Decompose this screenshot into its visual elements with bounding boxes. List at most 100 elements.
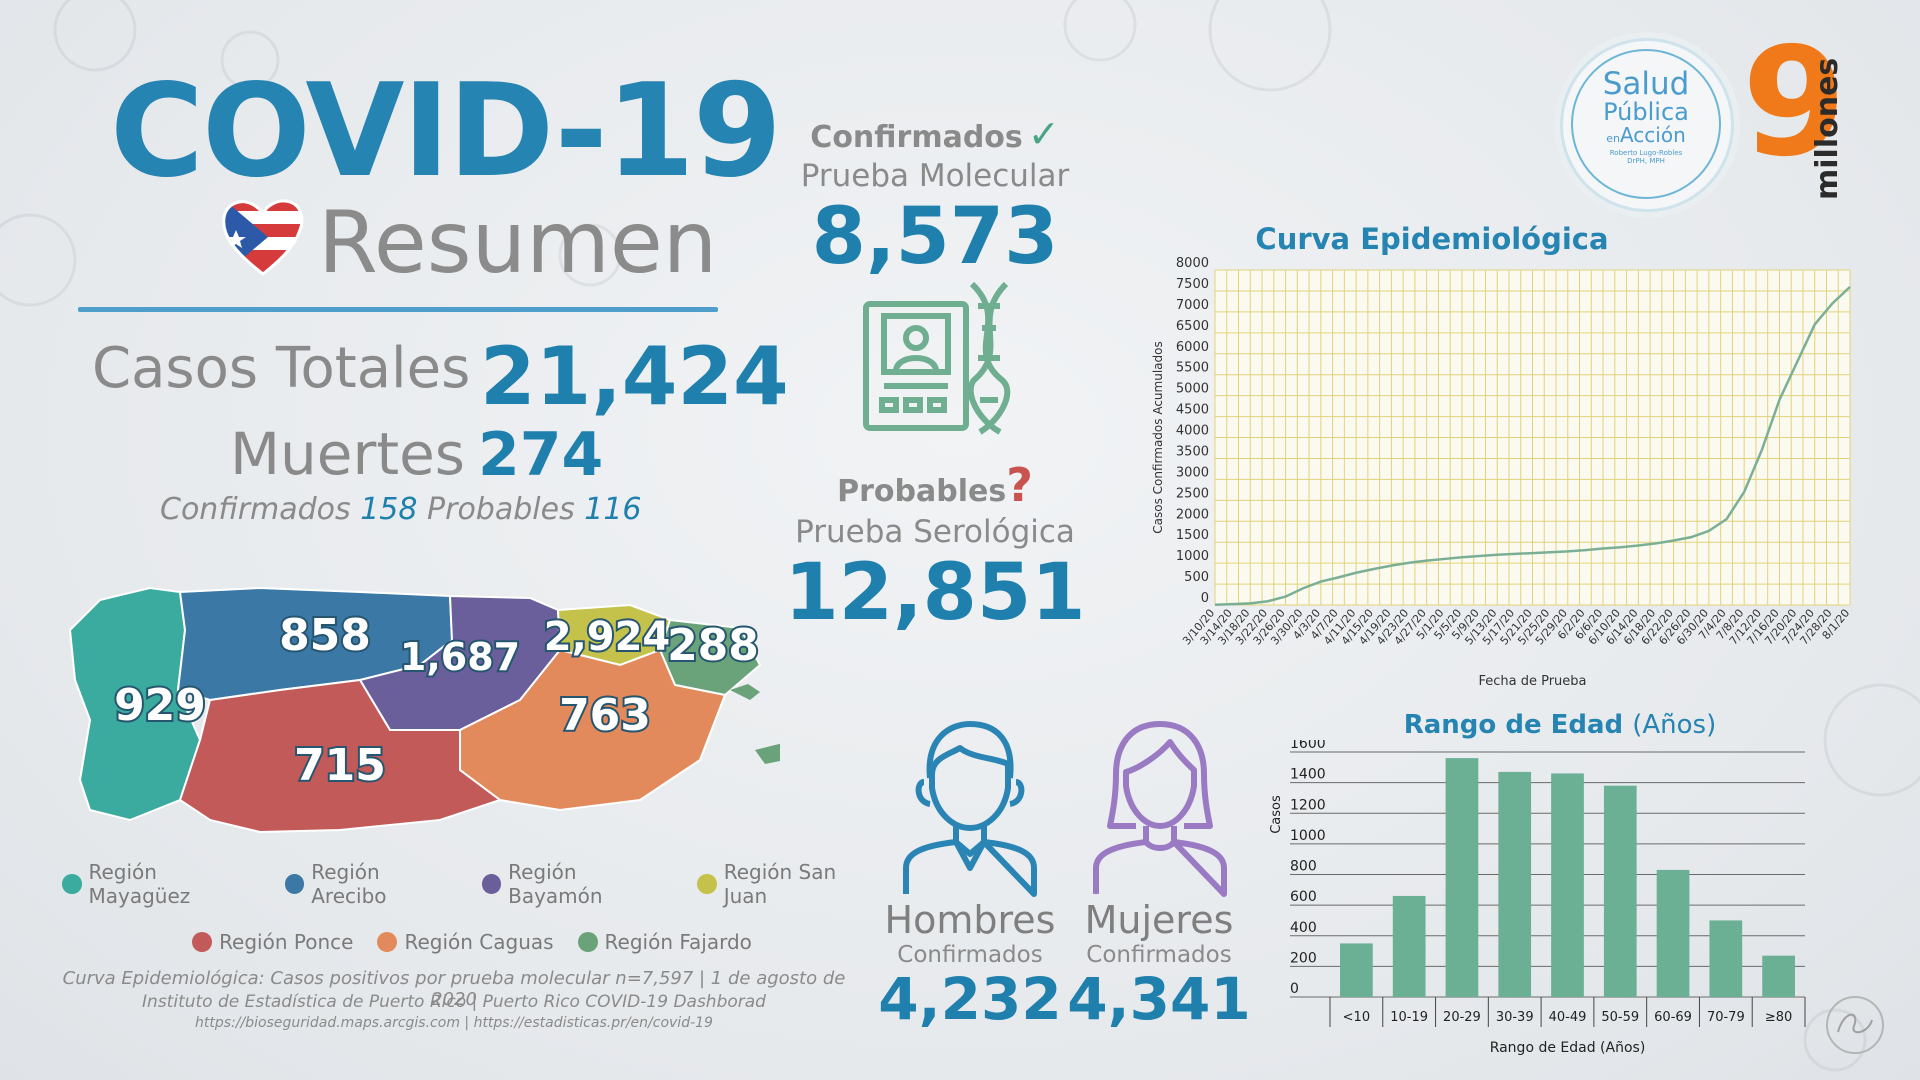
epi-y-tick: 4500 bbox=[1176, 403, 1209, 418]
map-island-culebra bbox=[730, 684, 760, 700]
age-x-tick: 60-69 bbox=[1654, 1010, 1692, 1025]
women-value: 4,341 bbox=[1067, 964, 1251, 1033]
age-y-tick: 1200 bbox=[1290, 797, 1326, 813]
deaths-label: Muertes bbox=[230, 420, 465, 488]
woman-icon bbox=[1093, 721, 1227, 897]
serological-heading: Probables bbox=[837, 474, 1007, 509]
legend-label: Región San Juan bbox=[723, 860, 837, 908]
map-region-ponce bbox=[178, 678, 503, 834]
molecular-test-block: Confirmados ✓ Prueba Molecular 8,573 bbox=[770, 112, 1100, 276]
age-bar bbox=[1551, 773, 1584, 997]
legend-label: Región Caguas bbox=[404, 930, 554, 954]
age-y-tick: 800 bbox=[1290, 859, 1317, 875]
epi-y-tick: 5500 bbox=[1176, 361, 1209, 376]
serological-test-label: Prueba Serológica bbox=[795, 514, 1075, 550]
legend-dot-fajardo bbox=[577, 932, 598, 952]
signature-icon bbox=[1826, 996, 1884, 1054]
age-x-tick: ≥80 bbox=[1765, 1010, 1792, 1025]
epi-curve-title: Curva Epidemiológica bbox=[1255, 222, 1609, 256]
age-x-label: Rango de Edad (Años) bbox=[1490, 1040, 1646, 1056]
age-x-tick: 50-59 bbox=[1601, 1010, 1639, 1025]
epi-y-tick: 6500 bbox=[1176, 319, 1209, 334]
epi-y-tick: 7000 bbox=[1176, 298, 1209, 313]
deaths-confirmed-label: Confirmados bbox=[160, 492, 351, 527]
epi-y-tick: 3500 bbox=[1176, 444, 1209, 459]
logo-en: en bbox=[1606, 132, 1620, 146]
age-chart-title-block: Rango de Edad (Años) bbox=[1290, 710, 1830, 740]
men-sub: Confirmados bbox=[897, 941, 1043, 968]
total-cases-value: 21,424 bbox=[480, 330, 789, 423]
age-chart-title: Rango de Edad bbox=[1403, 710, 1624, 740]
epi-y-tick: 1500 bbox=[1176, 528, 1209, 543]
millones-logo-text-wrapper: millones bbox=[1810, 57, 1850, 200]
map-legend: Región Mayagüez Región Arecibo Región Ba… bbox=[62, 860, 882, 976]
men-value: 4,232 bbox=[878, 964, 1062, 1033]
map-value-mayaguez: 929 bbox=[114, 680, 206, 731]
legend-dot-arecibo bbox=[284, 874, 305, 894]
molecular-value: 8,573 bbox=[811, 192, 1059, 282]
age-bar bbox=[1656, 869, 1690, 997]
age-bar bbox=[1392, 895, 1426, 997]
deaths-breakdown: Confirmados 158 Probables 116 bbox=[160, 492, 642, 527]
epi-curve-chart: 0 500 1000 1500 2000 2500 3000 3500 4000 4500 5000… bbox=[1151, 256, 1852, 689]
legend-dot-bayamon bbox=[481, 874, 502, 894]
age-x-tick: 40-49 bbox=[1549, 1010, 1587, 1025]
age-range-chart: 0 200 400 600 800 1000 1200 1400 1600 <10 10-19 20-… bbox=[1269, 740, 1806, 1056]
legend-item-arecibo: Región Arecibo bbox=[284, 860, 458, 908]
legend-label: Región Ponce bbox=[219, 930, 354, 954]
age-bar bbox=[1762, 955, 1795, 997]
men-label: Hombres bbox=[884, 898, 1056, 942]
epi-y-tick: 2000 bbox=[1176, 507, 1209, 522]
legend-item-fajardo: Región Fajardo bbox=[577, 930, 752, 954]
page-title: COVID-19 bbox=[110, 57, 782, 206]
age-y-label: Casos bbox=[1269, 795, 1284, 834]
legend-dot-ponce bbox=[192, 932, 213, 952]
men-block: Hombres Confirmados 4,232 bbox=[875, 898, 1065, 1033]
age-bar bbox=[1445, 758, 1479, 997]
puerto-rico-flag-heart-icon bbox=[222, 199, 304, 276]
source-note-2: Instituto de Estadística de Puerto Rico … bbox=[142, 992, 766, 1012]
page-subtitle: Resumen bbox=[318, 193, 718, 293]
epi-y-tick: 4000 bbox=[1176, 424, 1209, 439]
epi-y-label: Casos Confirmados Acumulados bbox=[1151, 341, 1165, 533]
age-bar bbox=[1709, 920, 1743, 997]
molecular-heading: Confirmados bbox=[810, 120, 1023, 155]
logo-line-3: Acción bbox=[1619, 123, 1686, 148]
logo-author: Roberto Lugo-Robles bbox=[1609, 149, 1683, 158]
epi-y-tick: 0 bbox=[1201, 591, 1209, 606]
epi-x-label: Fecha de Prueba bbox=[1478, 674, 1586, 689]
epi-y-tick: 500 bbox=[1184, 570, 1209, 585]
age-y-tick: 1400 bbox=[1290, 767, 1326, 783]
logo-ring: Salud Pública enAcción Roberto Lugo-Robl… bbox=[1571, 49, 1721, 199]
age-bar bbox=[1603, 785, 1637, 997]
question-mark-icon: ? bbox=[1006, 458, 1033, 512]
serological-test-block: Probables? Prueba Serológica 12,851 bbox=[770, 458, 1100, 632]
salud-publica-logo: Salud Pública enAcción Roberto Lugo-Robl… bbox=[1560, 38, 1734, 212]
map-value-fajardo: 288 bbox=[667, 620, 759, 671]
epi-y-tick: 6000 bbox=[1176, 340, 1209, 355]
legend-label: Región Fajardo bbox=[604, 930, 752, 954]
millones-logo-text: millones bbox=[1810, 57, 1845, 200]
women-label: Mujeres bbox=[1084, 898, 1234, 942]
epi-y-tick: 7500 bbox=[1176, 277, 1209, 292]
deaths-value: 274 bbox=[478, 420, 604, 490]
age-y-tick: 1600 bbox=[1290, 740, 1326, 752]
deaths-probable-value: 116 bbox=[584, 492, 642, 527]
age-x-tick: 10-19 bbox=[1390, 1010, 1428, 1025]
map-value-caguas: 763 bbox=[559, 690, 651, 741]
molecular-test-label: Prueba Molecular bbox=[800, 158, 1070, 194]
age-bar bbox=[1498, 771, 1532, 997]
serological-value: 12,851 bbox=[784, 548, 1086, 638]
legend-item-sanjuan: Región San Juan bbox=[697, 860, 882, 908]
age-y-tick: 0 bbox=[1290, 981, 1299, 997]
deaths-confirmed-value: 158 bbox=[360, 492, 418, 527]
legend-dot-sanjuan bbox=[697, 874, 717, 894]
checkmark-icon: ✓ bbox=[1027, 112, 1060, 156]
logo-line-1: Salud bbox=[1602, 66, 1690, 102]
title-divider bbox=[78, 307, 718, 312]
logo-line-2: Pública bbox=[1603, 98, 1689, 126]
map-value-arecibo: 858 bbox=[279, 610, 371, 661]
epi-y-tick: 3000 bbox=[1176, 465, 1209, 480]
age-bar bbox=[1340, 943, 1373, 997]
